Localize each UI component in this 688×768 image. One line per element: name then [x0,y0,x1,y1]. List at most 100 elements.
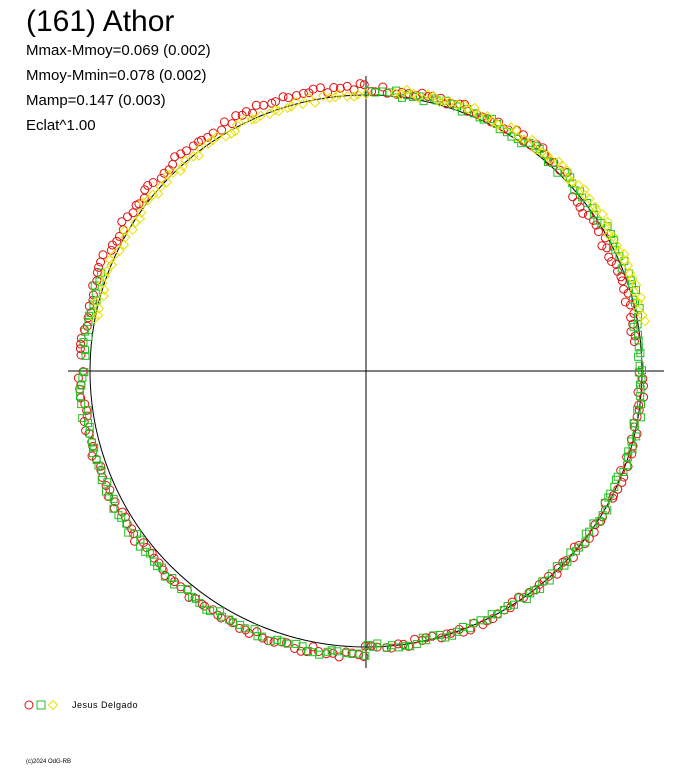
data-point-diamond [162,169,173,181]
data-point-diamond [434,96,445,108]
data-point-circle [602,243,612,253]
data-point-diamond [562,173,574,185]
data-point-circle [94,262,103,272]
data-point-circle [107,240,117,250]
data-point-circle [634,400,644,410]
data-point-circle [159,168,169,178]
data-point-circle [123,212,132,222]
data-point-square [634,312,643,321]
data-point-diamond [635,292,647,303]
data-point-circle [128,208,138,218]
data-point-square [141,547,150,556]
data-point-circle [244,628,254,638]
data-point-diamond [101,265,113,277]
data-point-square [503,602,512,611]
data-point-square [183,585,192,594]
data-point-diamond [469,102,480,114]
legend-markers [24,699,59,711]
data-point-diamond [389,87,401,99]
data-point-diamond [309,97,321,108]
data-point-diamond [138,197,149,209]
data-point-square [583,199,592,207]
data-point-diamond [161,177,173,188]
data-point-square [253,632,262,641]
data-point-circle [613,266,622,276]
stat-eclat: Eclat^1.00 [26,117,96,134]
data-point-diamond [603,229,614,241]
data-point-diamond [556,160,568,171]
data-point-square [552,562,561,571]
data-point-square [84,332,93,341]
data-point-square [257,632,266,641]
data-point-circle [607,257,616,266]
data-point-square [412,640,421,649]
data-point-diamond [492,118,503,130]
data-point-diamond [438,96,449,107]
data-point-diamond [203,138,214,149]
data-point-circle [114,231,124,241]
data-point-square [153,562,162,571]
data-point-diamond [553,156,565,168]
data-point-diamond [317,90,329,102]
data-point-circle [96,257,106,267]
data-point-square [636,385,645,394]
data-point-circle [237,110,247,120]
data-point-square [304,647,313,655]
data-point-square [632,432,641,441]
data-point-square [589,519,598,528]
data-point-square [298,642,307,651]
data-point-square [634,336,643,345]
data-point-diamond [93,303,105,314]
data-point-square [635,361,644,370]
data-point-diamond [360,88,372,100]
data-point-circle [323,88,333,98]
data-point-diamond [624,268,636,279]
data-point-circle [76,339,86,349]
data-point-square [187,592,196,601]
data-point-square [422,636,431,645]
data-point-square [78,373,87,382]
data-point-square [79,338,88,347]
data-point-square [547,569,556,578]
data-point-square [636,413,645,422]
data-point-circle [604,252,614,262]
data-point-square [623,461,632,470]
data-point-circle [292,91,301,100]
data-point-square [273,635,282,644]
data-point-square [85,429,94,438]
data-point-diamond [630,279,642,291]
data-point-square [637,400,645,409]
data-point-diamond [545,153,556,165]
data-point-square [114,511,123,520]
data-point-square [638,366,646,375]
data-point-square [78,414,87,423]
data-point-square [510,600,518,609]
data-point-circle [555,165,565,175]
data-point-square [81,351,90,360]
data-point-square [483,616,492,625]
data-point-square [168,574,177,582]
data-point-diamond [130,217,141,228]
data-point-square [327,646,336,655]
data-point-diamond [89,313,100,324]
data-point-circle [197,599,207,609]
data-point-diamond [619,254,630,266]
data-point-diamond [512,132,524,143]
data-point-square [401,641,410,650]
data-point-square [206,607,215,616]
data-point-circle [252,627,262,637]
data-point-square [135,542,144,551]
data-point-square [240,624,249,633]
data-point-square [315,650,324,659]
data-point-diamond [505,122,517,133]
data-point-square [348,650,357,658]
data-point-diamond [264,108,275,119]
data-point-circle [342,81,352,91]
data-point-diamond [452,99,463,110]
data-point-circle [283,93,293,103]
data-point-square [615,252,624,261]
data-point-diamond [180,155,191,166]
data-point-circle [378,82,388,92]
data-point-square [170,580,179,589]
data-point-circle [625,300,635,310]
